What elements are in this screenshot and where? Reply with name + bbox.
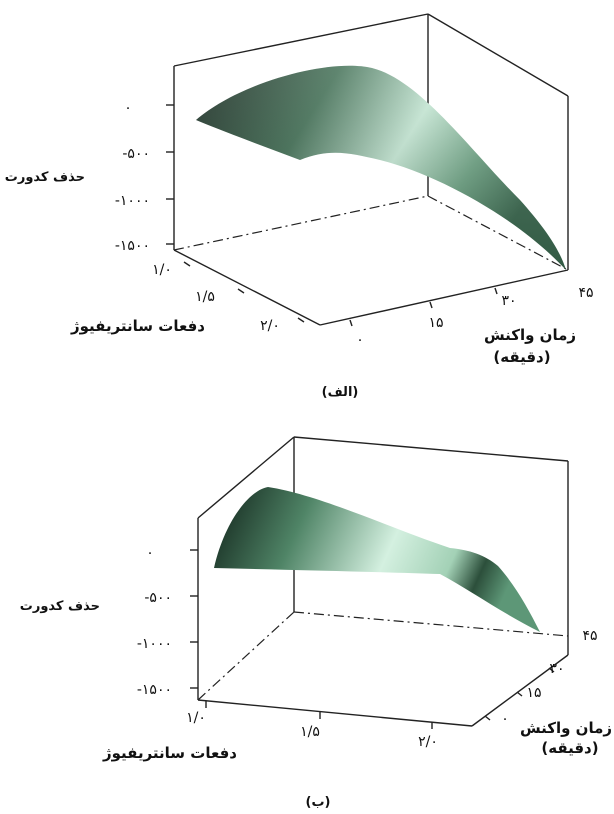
panel-a-x-tick-2: ۲/۰ xyxy=(260,318,280,334)
panel-a-y-tick-1: ۱۵ xyxy=(428,315,443,331)
panel-b-x-tick-0: ۱/۰ xyxy=(186,710,206,726)
panel-b-box xyxy=(197,436,569,727)
panel-b-z-tick-3: -۱۵۰۰ xyxy=(137,682,172,698)
panel-b-x-tick-2: ۲/۰ xyxy=(418,734,438,750)
panel-a-x-ticks: ۱/۰ ۱/۵ ۲/۰ xyxy=(152,261,305,334)
panel-a-z-tick-1: -۵۰۰ xyxy=(122,146,150,162)
panel-b-y-tick-1: ۱۵ xyxy=(526,685,541,701)
panel-b-y-tick-3: ۴۵ xyxy=(582,628,597,644)
panel-b-z-tick-2: -۱۰۰۰ xyxy=(137,636,172,652)
panel-b-z-label: حذف کدورت xyxy=(20,599,100,614)
panel-b-y-tick-0: ۰ xyxy=(501,711,509,727)
panel-a-x-tick-0: ۱/۰ xyxy=(152,262,172,278)
panel-a-z-ticks: ۰ -۵۰۰ -۱۰۰۰ -۱۵۰۰ xyxy=(115,100,174,254)
panel-b-y-tick-2: ۳۰ xyxy=(549,661,564,677)
panel-b-y-ticks: ۰ ۱۵ ۳۰ ۴۵ xyxy=(484,628,598,727)
panel-b-x-ticks: ۱/۰ ۱/۵ ۲/۰ xyxy=(186,701,438,750)
panel-a-z-tick-2: -۱۰۰۰ xyxy=(115,193,150,209)
panel-a-y-tick-2: ۳۰ xyxy=(501,293,516,309)
panel-b-surface xyxy=(214,487,540,632)
panel-a-y-tick-0: ۰ xyxy=(356,332,364,348)
panel-a-y-ticks: ۰ ۱۵ ۳۰ ۴۵ xyxy=(349,285,594,348)
panel-a: ۰ -۵۰۰ -۱۰۰۰ -۱۵۰۰ حذف کدورت ۱/۰ ۱/۵ ۲/۰… xyxy=(5,13,594,400)
panel-a-z-label: حذف کدورت xyxy=(5,170,85,185)
panel-a-z-tick-0: ۰ xyxy=(124,100,132,116)
panel-a-caption: (الف) xyxy=(322,385,359,400)
panel-b-z-ticks: ۰ -۵۰۰ -۱۰۰۰ -۱۵۰۰ xyxy=(137,545,198,698)
panel-b-x-tick-1: ۱/۵ xyxy=(300,724,320,740)
panel-a-y-tick-3: ۴۵ xyxy=(578,285,593,301)
panel-a-z-tick-3: -۱۵۰۰ xyxy=(115,238,150,254)
panel-a-y-label-line2: (دقیقه) xyxy=(493,348,550,366)
panel-a-y-label-line1: زمان واکنش xyxy=(484,326,576,344)
panel-a-x-tick-1: ۱/۵ xyxy=(195,289,215,305)
panel-b: ۰ -۵۰۰ -۱۰۰۰ -۱۵۰۰ حذف کدورت ۱/۰ ۱/۵ ۲/۰… xyxy=(20,436,612,810)
panel-b-y-label-line1: زمان واکنش xyxy=(520,719,612,737)
panel-a-box xyxy=(173,13,569,326)
panel-a-x-label: دفعات سانتریفیوژ xyxy=(70,317,205,335)
panel-b-z-tick-1: -۵۰۰ xyxy=(144,590,172,606)
panel-b-x-label: دفعات سانتریفیوژ xyxy=(102,744,237,762)
panel-b-y-label-line2: (دقیقه) xyxy=(541,739,598,757)
panel-b-caption: (ب) xyxy=(306,795,331,810)
panel-b-z-tick-0: ۰ xyxy=(146,545,154,561)
